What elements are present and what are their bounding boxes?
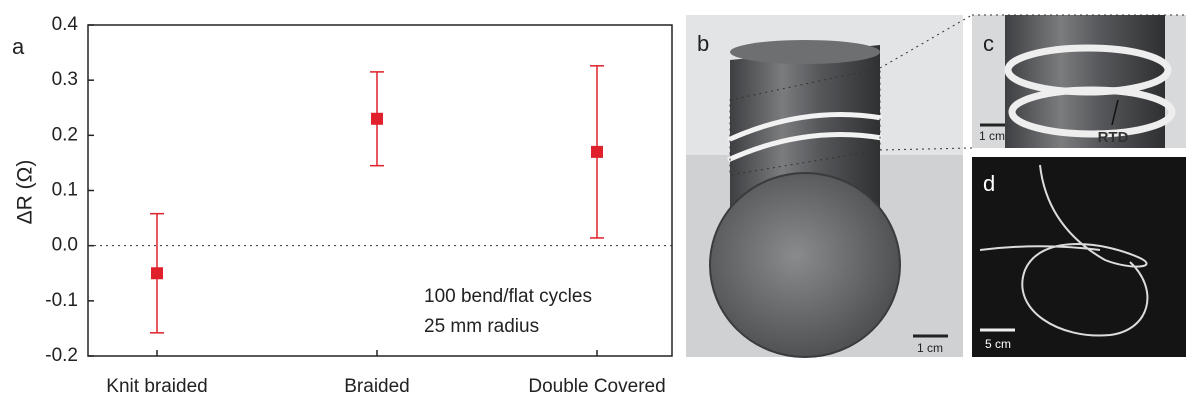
point: [591, 145, 603, 158]
panel-label: a: [12, 34, 25, 59]
photo-c: [972, 15, 1186, 148]
annotation: 100 bend/flat cycles: [424, 286, 592, 307]
y-tick-label: 0.4: [52, 14, 79, 35]
scale-label: 1 cm: [917, 341, 943, 355]
y-tick-label: 0.0: [52, 235, 78, 256]
y-tick-label: -0.2: [45, 345, 78, 366]
photo-b: [686, 15, 963, 358]
x-tick-label: Knit braided: [106, 376, 207, 397]
annotation: 25 mm radius: [424, 316, 539, 337]
point: [151, 267, 163, 280]
y-axis-label: ΔR (Ω): [14, 160, 37, 225]
y-tick-label: -0.1: [45, 290, 78, 311]
x-tick-label: Braided: [344, 376, 410, 397]
x-tick-label: Double Covered: [528, 376, 665, 397]
photo-d: [972, 157, 1186, 357]
y-tick-label: 0.2: [52, 124, 78, 145]
scale-label: 5 cm: [985, 337, 1011, 351]
panel-label: d: [983, 171, 995, 196]
panel-label: b: [697, 31, 709, 56]
panel-label: c: [983, 31, 994, 56]
point: [371, 112, 383, 125]
y-tick-label: 0.3: [52, 69, 78, 90]
scale-label: 1 cm: [979, 129, 1005, 143]
y-tick-label: 0.1: [52, 180, 78, 201]
photo-annotation: RTD: [1098, 129, 1129, 146]
